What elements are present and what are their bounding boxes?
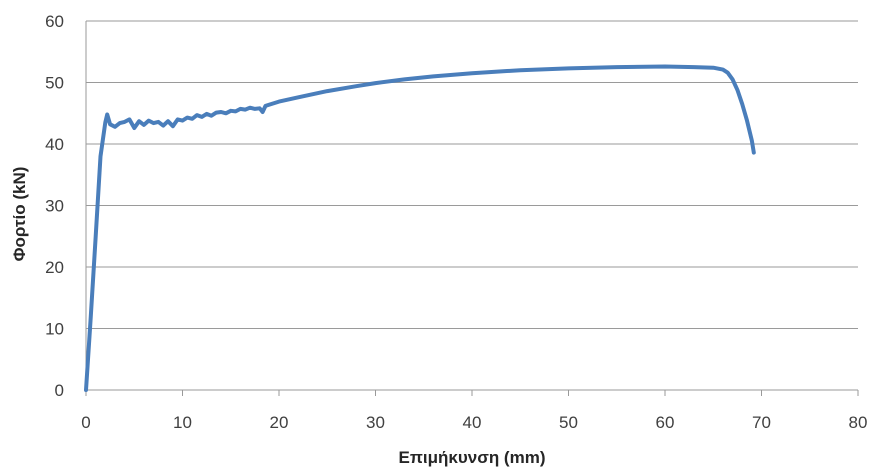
x-axis-ticks: 0 10 20 30 40 50 60 70 80 bbox=[81, 390, 867, 432]
x-tick-label: 60 bbox=[656, 413, 675, 432]
x-tick-label: 50 bbox=[559, 413, 578, 432]
y-axis-title: Φορτίο (kN) bbox=[10, 167, 29, 262]
x-tick-label: 40 bbox=[463, 413, 482, 432]
gridlines bbox=[85, 20, 858, 391]
x-tick-label: 20 bbox=[270, 413, 289, 432]
series-line-0 bbox=[84, 64, 756, 392]
y-tick-label: 40 bbox=[45, 135, 64, 154]
x-tick-label: 0 bbox=[81, 413, 90, 432]
plot-area bbox=[84, 64, 756, 392]
x-tick-label: 30 bbox=[366, 413, 385, 432]
y-tick-label: 50 bbox=[45, 74, 64, 93]
y-tick-label: 0 bbox=[55, 381, 64, 400]
y-tick-label: 60 bbox=[45, 12, 64, 31]
x-axis-title: Επιμήκυνση (mm) bbox=[399, 448, 546, 467]
x-tick-label: 70 bbox=[752, 413, 771, 432]
y-tick-label: 10 bbox=[45, 320, 64, 339]
x-tick-label: 80 bbox=[849, 413, 868, 432]
y-tick-label: 30 bbox=[45, 197, 64, 216]
x-tick-label: 10 bbox=[173, 413, 192, 432]
y-axis-ticks: 0 10 20 30 40 50 60 bbox=[45, 12, 64, 400]
y-tick-label: 20 bbox=[45, 258, 64, 277]
